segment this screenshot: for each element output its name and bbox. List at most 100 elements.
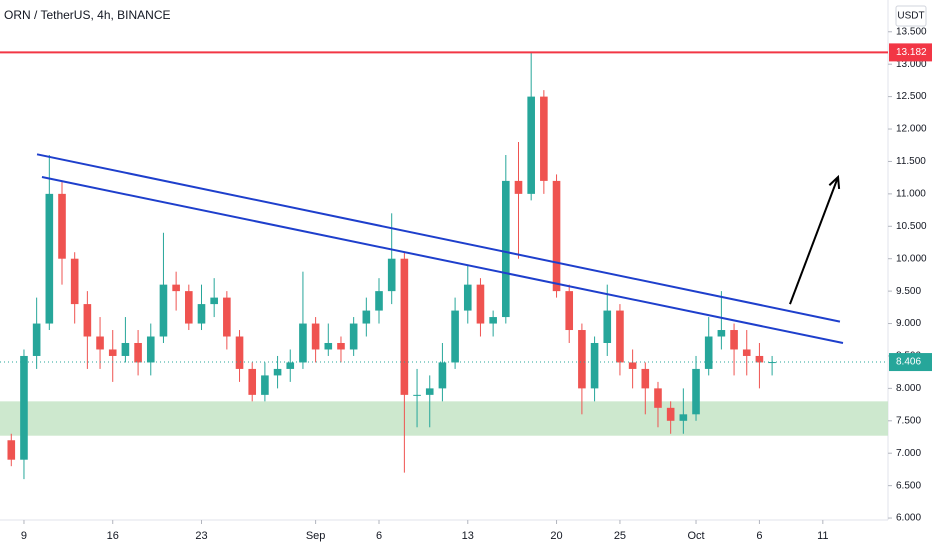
candle-body <box>235 336 244 369</box>
candle-body <box>628 362 637 369</box>
candle-body <box>438 362 447 389</box>
candle-body <box>641 368 650 389</box>
price-label: 13.182 <box>896 47 927 58</box>
x-tick-label: 6 <box>376 530 382 542</box>
candle-body <box>286 362 295 369</box>
candle-body <box>742 349 751 356</box>
candle-body <box>172 284 180 292</box>
candle-body <box>666 407 675 421</box>
y-tick-label: 11.500 <box>896 156 926 167</box>
candle-body <box>96 336 104 350</box>
candle-body <box>755 355 764 363</box>
x-tick-label: 13 <box>462 530 474 542</box>
candle-body <box>704 336 713 369</box>
x-tick-label: 16 <box>107 530 119 542</box>
candle-body <box>578 330 586 389</box>
y-tick-label: 8.000 <box>896 383 921 394</box>
candle-body <box>210 297 218 305</box>
candle-body <box>45 193 54 324</box>
candle-body <box>121 342 130 356</box>
candle-body <box>540 96 548 181</box>
candle-body <box>7 440 16 460</box>
candle-body <box>565 291 574 331</box>
y-tick-label: 11.000 <box>896 189 926 200</box>
candle-body <box>375 291 383 311</box>
price-label: 8.406 <box>896 357 921 368</box>
candle-body <box>349 323 358 350</box>
x-tick-label: 9 <box>21 530 27 542</box>
y-tick-label: 13.000 <box>896 59 927 70</box>
y-tick-label: 9.500 <box>896 286 921 297</box>
price-label-box <box>889 353 932 372</box>
trendline <box>41 176 844 344</box>
y-tick-label: 10.000 <box>896 253 927 264</box>
candle-body <box>70 258 79 305</box>
candle-body <box>248 368 257 395</box>
currency-box <box>895 5 927 27</box>
support-zone <box>0 401 888 436</box>
y-tick-label: 10.500 <box>896 221 927 232</box>
candle-body <box>83 304 92 337</box>
candle-body <box>451 310 459 363</box>
candle-body <box>413 394 421 396</box>
candle-body <box>717 330 726 337</box>
candle-body <box>679 414 688 421</box>
x-tick-label: Sep <box>306 530 326 542</box>
y-tick-label: 6.000 <box>896 513 921 524</box>
candle-body <box>273 368 282 376</box>
candle-body <box>400 258 409 395</box>
candle-body <box>58 193 66 259</box>
y-tick-label: 12.500 <box>896 91 927 102</box>
candle-body <box>603 310 612 343</box>
candle-body <box>502 180 510 318</box>
y-tick-label: 12.000 <box>896 124 927 135</box>
candle-body <box>552 180 561 292</box>
y-axis-label: USDT <box>897 11 924 22</box>
candle-body <box>311 323 320 350</box>
candle-body <box>590 342 599 389</box>
x-tick-label: 25 <box>614 530 626 542</box>
candle-body <box>514 180 523 194</box>
candle-body <box>654 388 662 408</box>
x-tick-label: 6 <box>756 530 762 542</box>
candle-body <box>32 323 41 356</box>
candle-body <box>223 297 231 337</box>
x-tick-label: 20 <box>550 530 562 542</box>
candle-body <box>20 355 28 460</box>
candle-body <box>387 258 396 292</box>
candle-body <box>134 342 142 363</box>
candle-body <box>185 291 193 324</box>
chart-title: ORN / TetherUS, 4h, BINANCE <box>4 8 171 22</box>
price-label-box <box>889 43 932 62</box>
y-tick-label: 7.500 <box>896 415 921 426</box>
candle-body <box>197 304 206 324</box>
candle-body <box>337 342 345 350</box>
candle-body <box>463 284 472 311</box>
x-tick-label: 11 <box>817 530 828 542</box>
candle-body <box>159 284 168 337</box>
y-tick-label: 13.500 <box>896 26 927 37</box>
candle-body <box>299 323 307 363</box>
candle-body <box>692 368 700 415</box>
arrow-shaft <box>789 176 839 305</box>
candle-body <box>476 284 485 324</box>
candle-body <box>261 375 269 395</box>
candle-body <box>489 317 497 324</box>
y-tick-label: 6.500 <box>896 480 921 491</box>
candle-body <box>527 96 535 194</box>
candle-body <box>108 349 117 356</box>
trendline <box>36 153 841 323</box>
candle-body <box>616 310 624 363</box>
candle-body <box>324 342 333 350</box>
candle-body <box>146 336 155 363</box>
arrow-head <box>828 174 841 190</box>
y-tick-label: 7.000 <box>896 448 921 459</box>
x-tick-label: 23 <box>195 530 207 542</box>
candle-body <box>730 330 738 350</box>
candle-body <box>425 388 434 395</box>
candle-body <box>362 310 371 324</box>
x-tick-label: Oct <box>687 530 704 542</box>
y-tick-label: 9.000 <box>896 318 921 329</box>
